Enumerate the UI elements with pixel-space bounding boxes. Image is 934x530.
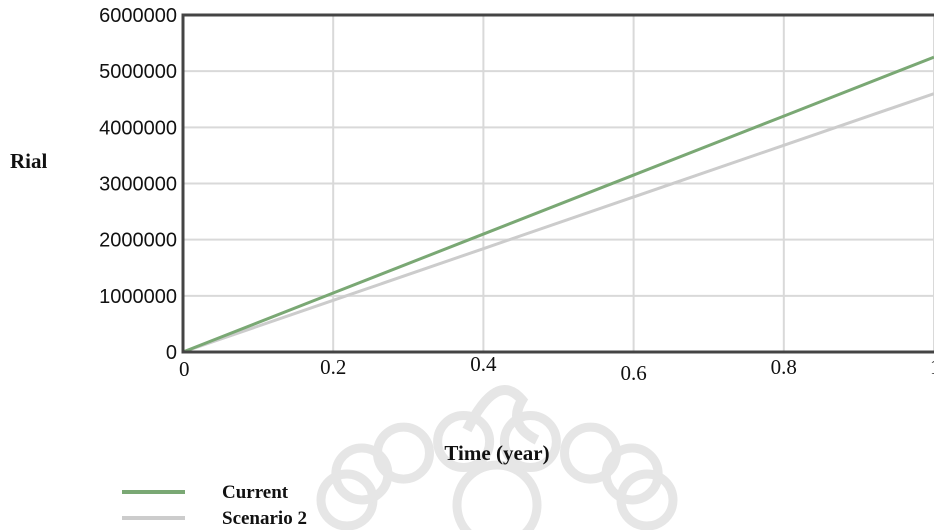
y-tick-label: 2000000 bbox=[99, 230, 177, 252]
watermark-petal bbox=[372, 422, 434, 484]
y-tick-label: 1000000 bbox=[99, 286, 177, 308]
watermark-flame bbox=[462, 385, 540, 445]
watermark-petal bbox=[601, 443, 663, 505]
legend: Current Scenario 2 bbox=[122, 482, 307, 529]
watermark-logo bbox=[316, 385, 678, 530]
watermark-petal bbox=[433, 411, 495, 473]
x-tick-label: 0.2 bbox=[320, 355, 346, 379]
x-tick-label: 0.8 bbox=[771, 355, 797, 379]
watermark-petal bbox=[331, 443, 393, 505]
y-axis-ticks: 0 1000000 2000000 3000000 4000000 5000000 6000… bbox=[99, 5, 177, 364]
plot-frame bbox=[181, 13, 934, 354]
y-tick-label: 0 bbox=[166, 342, 177, 364]
y-tick-label: 6000000 bbox=[99, 5, 177, 27]
watermark-petal bbox=[316, 469, 378, 530]
legend-label-scenario-2: Scenario 2 bbox=[222, 508, 307, 529]
watermark-petal bbox=[616, 469, 678, 530]
series-line-scenario-2 bbox=[182, 92, 934, 354]
series-layer bbox=[182, 55, 934, 354]
x-tick-label: 0.4 bbox=[470, 352, 497, 376]
y-axis-label: Rial bbox=[10, 149, 48, 173]
legend-label-current: Current bbox=[222, 482, 289, 503]
y-tick-label: 4000000 bbox=[99, 117, 177, 139]
watermark-petal bbox=[560, 422, 622, 484]
x-axis-ticks: 0 0.2 0.4 0.6 0.8 1 bbox=[179, 352, 934, 385]
watermark-petal bbox=[499, 411, 561, 473]
grid-lines bbox=[182, 14, 934, 353]
y-tick-label: 3000000 bbox=[99, 174, 177, 196]
x-tick-label: 0 bbox=[179, 357, 190, 381]
y-tick-label: 5000000 bbox=[99, 61, 177, 83]
watermark-center bbox=[452, 460, 542, 530]
x-tick-label: 1 bbox=[930, 355, 934, 379]
plot-border bbox=[181, 13, 934, 354]
x-axis-label: Time (year) bbox=[444, 441, 549, 465]
series-line-current bbox=[182, 55, 934, 354]
x-tick-label: 0.6 bbox=[620, 361, 646, 385]
